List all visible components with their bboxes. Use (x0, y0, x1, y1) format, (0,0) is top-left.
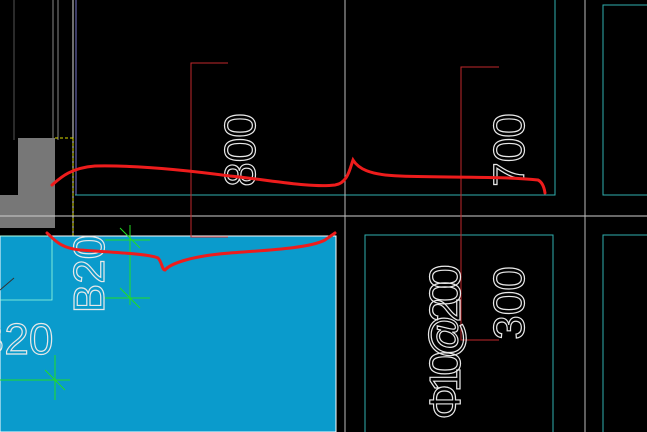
beam-outline (364, 234, 554, 432)
grid-marker (0, 225, 150, 400)
dimension-bracket (190, 62, 228, 238)
slab-edge (0, 235, 53, 301)
slab-label: B20 (65, 235, 114, 313)
beam-outline (602, 4, 647, 196)
slab-label: B20 (0, 315, 53, 364)
dimension-label: 300 (485, 266, 534, 339)
beam-outline (75, 0, 556, 196)
beam-outline (602, 234, 647, 432)
rebar-label: Φ10@200 (421, 265, 470, 420)
dimension-label: 700 (485, 113, 534, 186)
slab-edge (0, 277, 15, 291)
dimension-bracket (460, 66, 499, 341)
column (0, 138, 55, 228)
freehand-mark (45, 231, 337, 272)
freehand-mark (50, 156, 547, 195)
